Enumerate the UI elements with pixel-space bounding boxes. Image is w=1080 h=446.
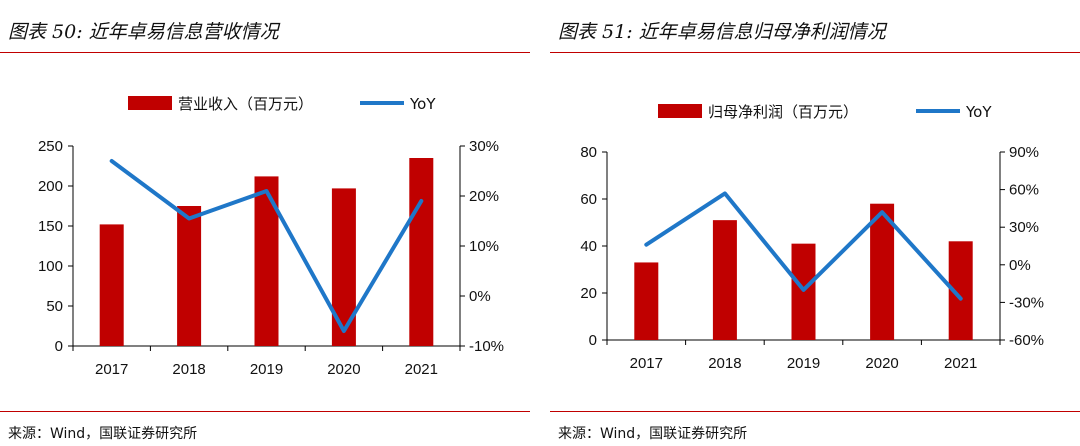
bar-2017 xyxy=(99,224,124,346)
source-rule xyxy=(550,411,1080,412)
y2-tick-label: 60% xyxy=(1009,182,1039,199)
y2-tick-label: 90% xyxy=(1009,144,1039,161)
legend-bar-swatch xyxy=(128,96,172,110)
y-tick-label: 60 xyxy=(580,191,597,208)
figure-title: 图表 51: 近年卓易信息归母净利润情况 xyxy=(558,21,886,43)
legend-bar-label: 归母净利润（百万元） xyxy=(708,103,858,121)
bar-2018 xyxy=(177,206,202,346)
y-tick-label: 40 xyxy=(580,238,597,255)
y-tick-label: 0 xyxy=(55,338,63,355)
left-chart-panel: 图表 50: 近年卓易信息营收情况 0 50 100 150 200 250 -10% 0% 1… xyxy=(0,0,530,446)
y-tick-label: 200 xyxy=(38,178,63,195)
x-tick-label: 2019 xyxy=(250,361,283,378)
bar-2019 xyxy=(254,176,279,346)
x-tick-label: 2017 xyxy=(95,361,128,378)
y2-tick-label: -60% xyxy=(1009,332,1044,349)
y2-tick-label: 0% xyxy=(1009,257,1031,274)
legend-bar-swatch xyxy=(658,104,702,118)
y2-tick-label: 30% xyxy=(469,138,499,155)
revenue-chart: 0 50 100 150 200 250 -10% 0% 10% 20% 30% 2017 2018 20… xyxy=(38,95,504,378)
figure-title: 图表 50: 近年卓易信息营收情况 xyxy=(8,21,279,43)
source-note: 来源：Wind，国联证券研究所 xyxy=(558,426,748,442)
x-tick-label: 2018 xyxy=(172,361,205,378)
x-tick-label: 2020 xyxy=(327,361,360,378)
bar-2017 xyxy=(634,262,659,340)
x-tick-label: 2021 xyxy=(944,355,977,372)
x-tick-label: 2021 xyxy=(405,361,438,378)
y2-tick-label: -10% xyxy=(469,338,504,355)
legend-bar-label: 营业收入（百万元） xyxy=(178,95,313,113)
right-chart-panel: 图表 51: 近年卓易信息归母净利润情况 0 20 40 60 80 -60% -30% 0%… xyxy=(550,0,1080,446)
y-tick-label: 50 xyxy=(46,298,63,315)
x-tick-label: 2019 xyxy=(787,355,820,372)
x-tick-label: 2017 xyxy=(630,355,663,372)
y2-tick-label: 20% xyxy=(469,188,499,205)
y2-tick-label: 30% xyxy=(1009,219,1039,236)
x-tick-label: 2020 xyxy=(865,355,898,372)
bar-2020 xyxy=(870,203,895,340)
legend-line-label: YoY xyxy=(409,95,436,113)
y-tick-label: 80 xyxy=(580,144,597,161)
source-rule xyxy=(0,411,530,412)
y-tick-label: 150 xyxy=(38,218,63,235)
y2-tick-label: -30% xyxy=(1009,294,1044,311)
y-tick-label: 250 xyxy=(38,138,63,155)
net-profit-chart: 0 20 40 60 80 -60% -30% 0% 30% 60% 90% 2017 2018 2019… xyxy=(580,103,1044,372)
source-note: 来源：Wind，国联证券研究所 xyxy=(8,426,198,442)
bar-2020 xyxy=(331,188,356,346)
bar-2018 xyxy=(712,220,737,340)
bar-2021 xyxy=(409,158,434,346)
y-tick-label: 20 xyxy=(580,285,597,302)
title-rule xyxy=(550,52,1080,53)
y-tick-label: 0 xyxy=(589,332,597,349)
x-tick-label: 2018 xyxy=(708,355,741,372)
y2-tick-label: 0% xyxy=(469,288,491,305)
title-rule xyxy=(0,52,530,53)
y-tick-label: 100 xyxy=(38,258,63,275)
y2-tick-label: 10% xyxy=(469,238,499,255)
legend-line-label: YoY xyxy=(965,103,992,121)
